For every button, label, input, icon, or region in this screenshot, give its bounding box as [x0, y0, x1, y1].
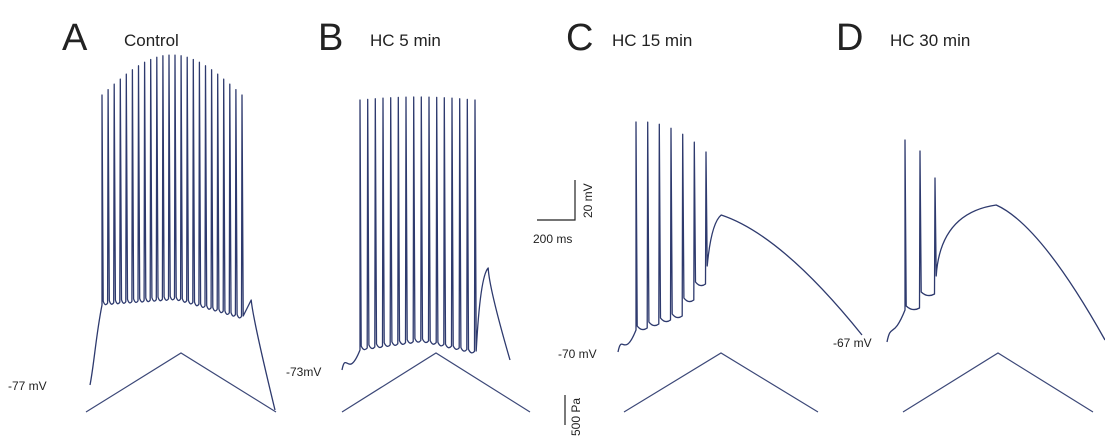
panel-b: B HC 5 min -73mV [286, 17, 531, 413]
panels: A Control -77 mV B HC 5 min -73mV C HC 15 min -7… [8, 17, 1105, 413]
scale-bar-pressure-label: 500 Pa [569, 398, 583, 436]
pressure-ramp [902, 352, 1094, 413]
panel-letter: B [318, 17, 343, 59]
membrane-potential-trace [341, 96, 511, 371]
panel-d: D HC 30 min -67 mV [833, 17, 1105, 413]
panel-condition-label: Control [124, 31, 179, 50]
membrane-potential-trace [89, 54, 276, 411]
panel-letter: A [62, 17, 88, 59]
scale-bar-voltage-label: 20 mV [581, 183, 595, 218]
scale-bars: 20 mV 200 ms 500 Pa [533, 180, 595, 436]
resting-potential-label: -73mV [286, 365, 321, 379]
panel-condition-label: HC 15 min [612, 31, 692, 50]
pressure-ramp [85, 352, 277, 413]
pressure-ramp [341, 352, 531, 413]
resting-potential-label: -70 mV [558, 347, 597, 361]
membrane-potential-trace [617, 121, 863, 353]
panel-c: C HC 15 min -70 mV [558, 17, 863, 413]
panel-letter: D [836, 17, 863, 59]
panel-a: A Control -77 mV [8, 17, 277, 413]
scale-bar-time-label: 200 ms [533, 232, 572, 246]
resting-potential-label: -67 mV [833, 336, 872, 350]
resting-potential-label: -77 mV [8, 379, 47, 393]
pressure-ramp [623, 352, 819, 413]
panel-condition-label: HC 5 min [370, 31, 441, 50]
panel-condition-label: HC 30 min [890, 31, 970, 50]
scale-bar-voltage-time [537, 180, 576, 221]
panel-letter: C [566, 17, 593, 59]
membrane-potential-trace [886, 139, 1105, 343]
